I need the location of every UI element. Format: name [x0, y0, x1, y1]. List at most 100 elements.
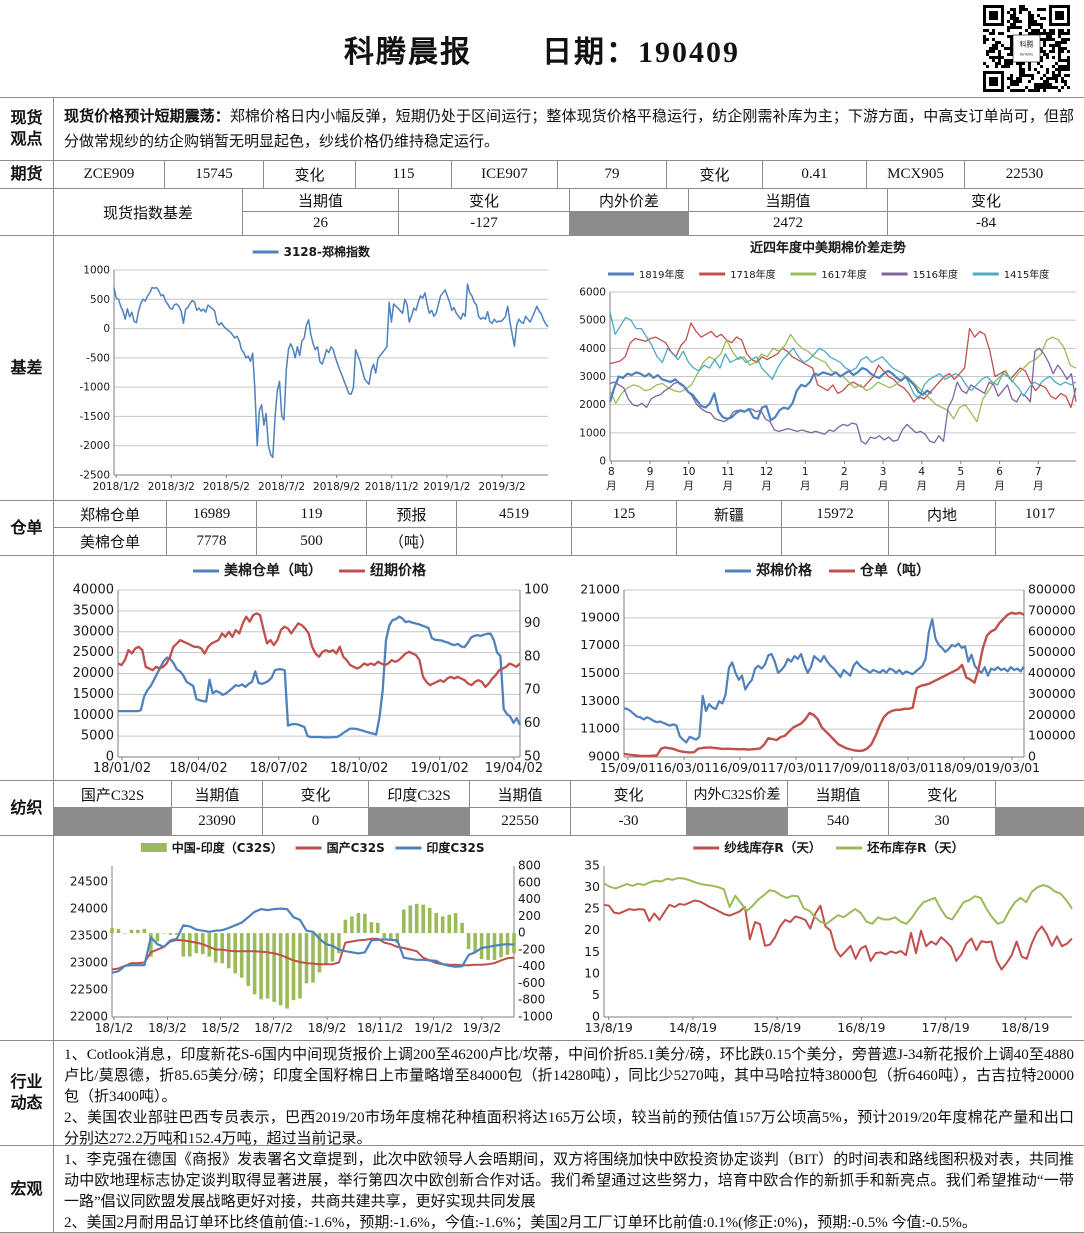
- svg-text:15: 15: [584, 944, 600, 959]
- spread-change-value: -84: [888, 212, 1084, 235]
- svg-text:25: 25: [584, 901, 600, 916]
- chart-zheng-cotton-basis: 1000 500 0 -500 -1000 -1500 -2000 -2500 2018/1/2…: [54, 236, 566, 500]
- report-date: 日期：190409: [542, 35, 740, 69]
- svg-text:20000: 20000: [73, 666, 114, 681]
- futures-cell: ZCE909: [54, 161, 164, 188]
- chart-c32s-compare: 24500 24000 23500 23000 22500 22000 800 600 400 2…: [54, 836, 566, 1040]
- svg-text:月: 月: [606, 480, 617, 492]
- basis-charts-band: 基差 1000 500 0 -500 -1000 -1500 -2000 -2500 2018/…: [0, 235, 1084, 500]
- svg-text:17/8/19: 17/8/19: [922, 1020, 970, 1035]
- svg-text:2018/11/2: 2018/11/2: [365, 481, 419, 493]
- receipts-cell: 500: [257, 528, 366, 555]
- svg-text:21000: 21000: [580, 582, 620, 597]
- svg-text:10: 10: [584, 965, 600, 980]
- svg-text:-400: -400: [518, 959, 545, 973]
- textile-col-header: 变化: [571, 781, 686, 807]
- svg-text:0: 0: [592, 1009, 600, 1024]
- futures-cell: MCX905: [867, 161, 964, 188]
- svg-text:5000: 5000: [81, 729, 114, 744]
- svg-text:12: 12: [760, 466, 773, 478]
- macro-text: 1、李克强在德国《商报》发表署名文章提到，此次中欧领导人会晤期间，双方将围绕加快…: [54, 1146, 1084, 1232]
- svg-text:-2000: -2000: [79, 440, 110, 452]
- svg-text:200000: 200000: [1028, 707, 1076, 722]
- svg-text:600: 600: [518, 875, 541, 889]
- section-label-empty: [0, 836, 54, 1040]
- textile-value: 22550: [470, 808, 570, 835]
- textile-col-header: 变化: [263, 781, 368, 807]
- svg-text:15000: 15000: [73, 687, 114, 702]
- futures-table: ZCE909 15745 变化 115 ICE907 79 变化 0.41 MC…: [54, 161, 1084, 188]
- svg-text:800: 800: [518, 859, 541, 873]
- futures-band: 期货 ZCE909 15745 变化 115 ICE907 79 变化 0.41…: [0, 160, 1084, 188]
- spread-col-header: 当期值: [689, 189, 887, 211]
- svg-text:700000: 700000: [1028, 602, 1076, 617]
- svg-text:2: 2: [841, 466, 848, 478]
- svg-text:80: 80: [524, 649, 541, 664]
- svg-text:-200: -200: [518, 942, 545, 956]
- textile-col-header: 变化: [889, 781, 995, 807]
- svg-text:13000: 13000: [580, 693, 620, 708]
- report-header: 科腾晨报 日期：190409 科腾 KETENG: [0, 0, 1084, 98]
- section-label-textile: 纺织: [0, 781, 54, 835]
- receipts-cell: 16989: [167, 501, 256, 527]
- svg-text:15000: 15000: [580, 665, 620, 680]
- svg-text:-1500: -1500: [79, 411, 110, 423]
- receipts-cell: 125: [572, 501, 676, 527]
- svg-text:15/09/01: 15/09/01: [600, 760, 656, 775]
- receipts-cell: [889, 528, 995, 555]
- macro-item-2: 2、美国2月耐用品订单环比终值前值:-1.6%，预期:-1.6%，今值:-1.6…: [64, 1215, 977, 1231]
- receipts-cell: 预报: [367, 501, 456, 527]
- svg-text:1718年度: 1718年度: [730, 268, 775, 281]
- receipts-cell: （吨）: [367, 528, 456, 555]
- svg-text:0: 0: [1028, 749, 1036, 764]
- svg-text:300000: 300000: [1028, 686, 1076, 701]
- futures-cell: 15745: [165, 161, 263, 188]
- svg-text:2018/9/2: 2018/9/2: [313, 481, 360, 493]
- futures-cell: 0.41: [763, 161, 866, 188]
- svg-text:0: 0: [518, 926, 526, 940]
- textile-col-header: 当期值: [470, 781, 570, 807]
- svg-text:10: 10: [682, 466, 695, 478]
- textile-col-header: 当期值: [172, 781, 262, 807]
- textile-label-india: 印度C32S: [369, 781, 469, 807]
- section-label-empty: [0, 189, 54, 235]
- report-title: 科腾晨报: [344, 35, 472, 69]
- svg-text:18/11/2: 18/11/2: [357, 1021, 403, 1035]
- svg-text:18/1/2: 18/1/2: [95, 1021, 134, 1035]
- receipts-cell: [572, 528, 676, 555]
- svg-text:11000: 11000: [580, 721, 620, 736]
- svg-text:7: 7: [1035, 466, 1042, 478]
- svg-text:3: 3: [880, 466, 887, 478]
- svg-text:纽期价格: 纽期价格: [370, 562, 427, 579]
- svg-text:16/09/01: 16/09/01: [712, 760, 768, 775]
- section-label-empty: [0, 556, 54, 780]
- chart-cn-us-price-spread: 6000 5000 4000 3000 2000 1000 0 8 月 9 月 10 月 11 月 12 月 1 月…: [566, 236, 1084, 500]
- svg-text:17000: 17000: [580, 637, 620, 652]
- svg-text:18/9/2: 18/9/2: [308, 1021, 347, 1035]
- futures-cell: 变化: [667, 161, 762, 188]
- svg-text:60: 60: [524, 716, 541, 731]
- receipts-table: 郑棉仓单 16989 119 预报 4519 125 新疆 15972 内地 1…: [54, 501, 1084, 555]
- receipts-cell: 新疆: [677, 501, 781, 527]
- basis-current-value: 26: [243, 212, 398, 235]
- svg-text:仓单（吨）: 仓单（吨）: [859, 562, 930, 579]
- receipts-cell: [677, 528, 781, 555]
- svg-text:19/01/02: 19/01/02: [410, 761, 468, 776]
- section-label-spot: 现货观点: [0, 98, 54, 160]
- industry-item-1: 1、Cotlook消息，印度新花S-6国内中间现货报价上调200至46200卢比…: [64, 1047, 1074, 1105]
- futures-cell: 79: [558, 161, 666, 188]
- futures-cell: ICE907: [452, 161, 557, 188]
- svg-text:20: 20: [584, 922, 600, 937]
- section-label-futures: 期货: [0, 161, 54, 188]
- svg-text:16/03/01: 16/03/01: [656, 760, 712, 775]
- svg-text:月: 月: [956, 480, 967, 492]
- textile-value: 30: [889, 808, 995, 835]
- svg-text:KETENG: KETENG: [1020, 53, 1033, 57]
- futures-cell: 变化: [264, 161, 355, 188]
- receipts-cell: 内地: [889, 501, 995, 527]
- svg-text:月: 月: [839, 480, 850, 492]
- svg-text:5: 5: [958, 466, 965, 478]
- svg-text:6000: 6000: [579, 287, 606, 299]
- svg-text:0: 0: [599, 456, 606, 468]
- svg-text:1000: 1000: [83, 265, 110, 277]
